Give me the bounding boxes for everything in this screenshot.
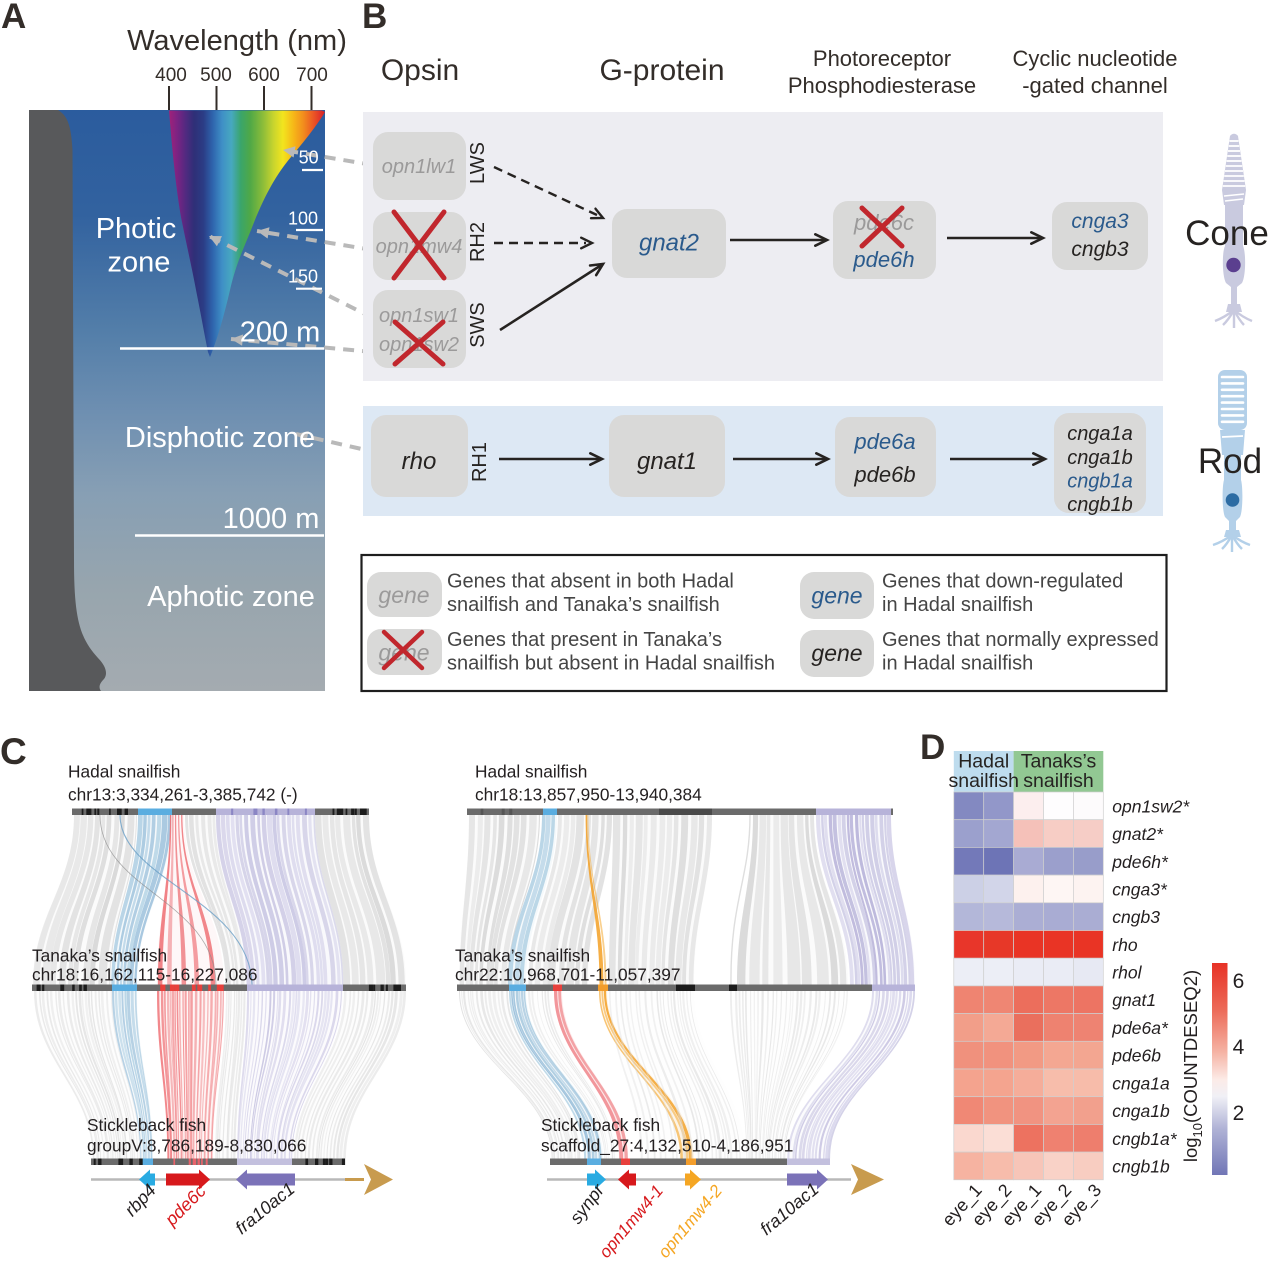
svg-text:cnga1a: cnga1a: [1112, 1073, 1170, 1093]
svg-text:rhol: rhol: [1112, 963, 1142, 983]
svg-text:Hadal snailfish: Hadal snailfish: [475, 762, 587, 782]
svg-text:pde6a*: pde6a*: [1111, 1018, 1169, 1038]
svg-text:cngb1a*: cngb1a*: [1112, 1129, 1177, 1149]
svg-text:rho: rho: [1112, 935, 1138, 955]
svg-text:100: 100: [288, 208, 318, 228]
svg-text:cngb1b: cngb1b: [1067, 494, 1133, 516]
svg-text:Tanaks’s: Tanaks’s: [1021, 751, 1097, 773]
svg-text:cngb1b: cngb1b: [1112, 1156, 1170, 1176]
svg-text:400: 400: [155, 65, 187, 86]
svg-text:cngb3: cngb3: [1112, 907, 1160, 927]
svg-text:gene: gene: [811, 583, 862, 609]
svg-text:Disphotic zone: Disphotic zone: [125, 422, 315, 454]
svg-text:pde6b: pde6b: [1111, 1046, 1161, 1066]
svg-text:A: A: [1, 0, 26, 36]
svg-text:600: 600: [248, 65, 280, 86]
svg-text:pde6b: pde6b: [853, 462, 915, 487]
svg-text:gnat1: gnat1: [637, 448, 697, 475]
svg-text:150: 150: [288, 267, 318, 287]
svg-text:Rod: Rod: [1198, 442, 1262, 481]
svg-text:chr18:16,162,115-16,227,086: chr18:16,162,115-16,227,086: [32, 965, 257, 985]
svg-text:500: 500: [200, 65, 232, 86]
svg-text:Cone: Cone: [1185, 214, 1269, 253]
svg-text:gene: gene: [811, 640, 862, 666]
svg-text:Genes that absent in both Hada: Genes that absent in both Hadal: [447, 571, 734, 593]
svg-text:50: 50: [299, 148, 319, 168]
svg-text:Hadal: Hadal: [958, 751, 1009, 773]
svg-text:D: D: [920, 728, 945, 767]
svg-text:pde6h*: pde6h*: [1111, 852, 1169, 872]
svg-text:6: 6: [1233, 970, 1245, 993]
svg-text:pde6a: pde6a: [853, 429, 915, 454]
svg-text:cngb3: cngb3: [1071, 238, 1129, 261]
svg-text:cnga3: cnga3: [1071, 210, 1129, 233]
svg-text:cnga3*: cnga3*: [1112, 880, 1168, 900]
svg-text:Aphotic zone: Aphotic zone: [147, 581, 315, 613]
svg-text:gene: gene: [378, 582, 429, 608]
svg-text:cnga1b: cnga1b: [1112, 1101, 1170, 1121]
svg-text:in Hadal snailfish: in Hadal snailfish: [882, 653, 1033, 675]
svg-text:RH1: RH1: [469, 442, 491, 482]
svg-text:SWS: SWS: [467, 302, 489, 348]
svg-text:2: 2: [1233, 1102, 1245, 1125]
svg-text:snailfish: snailfish: [948, 770, 1018, 792]
svg-text:gnat1: gnat1: [1112, 990, 1156, 1010]
svg-text:cnga1b: cnga1b: [1067, 447, 1133, 469]
svg-text:opn1lw1: opn1lw1: [382, 156, 457, 178]
svg-text:G-protein: G-protein: [599, 54, 724, 87]
svg-text:cngb1a: cngb1a: [1067, 471, 1133, 493]
svg-text:rho: rho: [402, 448, 437, 475]
svg-text:-gated channel: -gated channel: [1022, 73, 1168, 98]
svg-text:Tanaka’s snailfish: Tanaka’s snailfish: [32, 946, 167, 966]
svg-text:snailfish and Tanaka’s snailfi: snailfish and Tanaka’s snailfish: [447, 594, 720, 616]
svg-text:C: C: [0, 731, 27, 772]
svg-text:Genes that present in Tanaka’s: Genes that present in Tanaka’s: [447, 629, 722, 651]
svg-text:Photoreceptor: Photoreceptor: [813, 46, 951, 71]
svg-text:Genes that normally expressed: Genes that normally expressed: [882, 629, 1159, 651]
svg-text:scaffold_27:4,132,510-4,186,95: scaffold_27:4,132,510-4,186,951: [541, 1136, 793, 1156]
svg-text:opn1sw2*: opn1sw2*: [1112, 796, 1190, 816]
svg-text:Cyclic nucleotide: Cyclic nucleotide: [1012, 46, 1177, 71]
svg-text:pde6h: pde6h: [852, 247, 914, 272]
svg-text:Stickleback fish: Stickleback fish: [541, 1115, 660, 1135]
svg-text:Genes that down-regulated: Genes that down-regulated: [882, 571, 1123, 593]
svg-text:Tanaka’s snailfish: Tanaka’s snailfish: [455, 946, 590, 966]
svg-text:LWS: LWS: [467, 142, 489, 184]
svg-text:200 m: 200 m: [240, 317, 321, 349]
svg-text:B: B: [362, 0, 387, 36]
svg-text:Phosphodiesterase: Phosphodiesterase: [788, 73, 976, 98]
svg-text:Stickleback fish: Stickleback fish: [87, 1115, 206, 1135]
svg-text:Wavelength (nm): Wavelength (nm): [127, 25, 347, 57]
svg-text:gnat2: gnat2: [639, 230, 699, 257]
svg-text:groupV:8,786,189-8,830,066: groupV:8,786,189-8,830,066: [87, 1136, 306, 1156]
svg-text:4: 4: [1233, 1036, 1245, 1059]
svg-text:chr18:13,857,950-13,940,384: chr18:13,857,950-13,940,384: [475, 785, 702, 805]
svg-text:cnga1a: cnga1a: [1067, 423, 1133, 445]
svg-text:in Hadal snailfish: in Hadal snailfish: [882, 594, 1033, 616]
svg-text:chr13:3,334,261-3,385,742 (-): chr13:3,334,261-3,385,742 (-): [68, 785, 298, 805]
svg-text:gnat2*: gnat2*: [1112, 824, 1164, 844]
svg-text:700: 700: [296, 65, 328, 86]
svg-text:zone: zone: [108, 247, 171, 279]
svg-text:Hadal snailfish: Hadal snailfish: [68, 762, 180, 782]
svg-text:RH2: RH2: [467, 222, 489, 262]
svg-text:1000 m: 1000 m: [223, 503, 320, 535]
svg-text:snailfish: snailfish: [1023, 770, 1093, 792]
svg-text:snailfish but absent in Hadal: snailfish but absent in Hadal snailfish: [447, 653, 775, 675]
svg-text:chr22:10,968,701-11,057,397: chr22:10,968,701-11,057,397: [455, 965, 680, 985]
svg-text:Opsin: Opsin: [381, 54, 459, 87]
svg-text:Photic: Photic: [96, 213, 177, 245]
svg-text:opn1sw1: opn1sw1: [379, 305, 459, 327]
